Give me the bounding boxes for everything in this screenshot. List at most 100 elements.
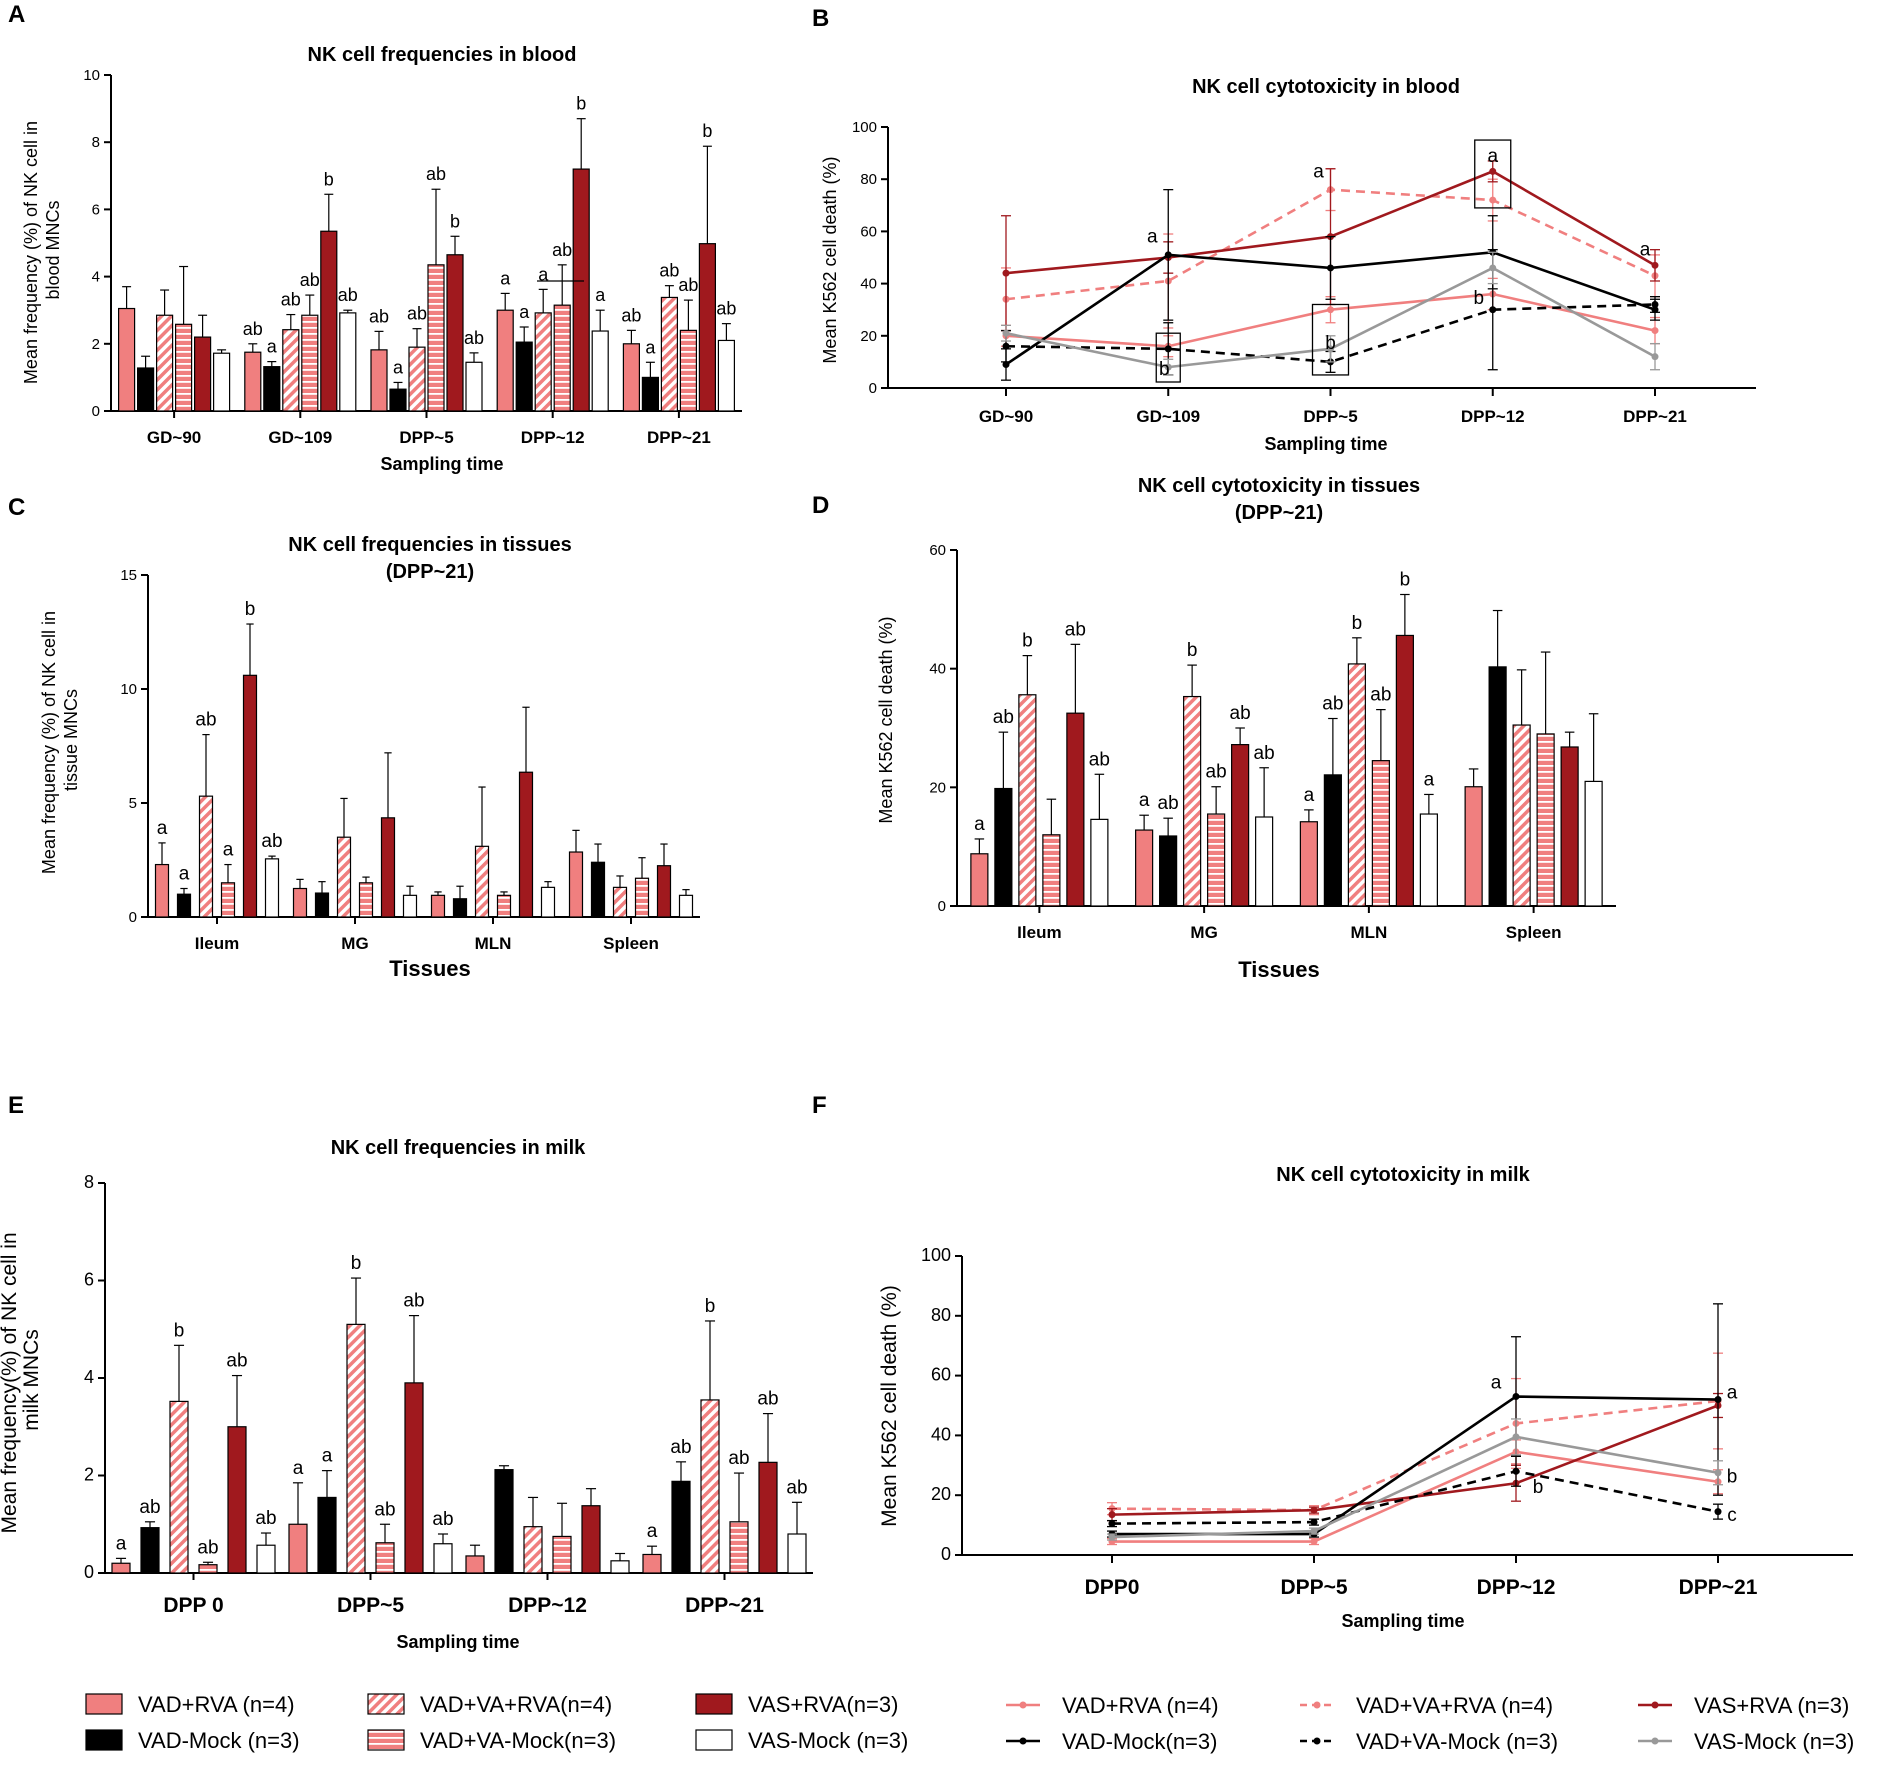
panel-a-bar-vad-mock-gd-109 (263, 366, 281, 412)
panel-c-bar-vas-mock-mln (540, 886, 556, 918)
legend-bar-swatch-vad-mock-n-3 (85, 1729, 123, 1751)
panel-e-bar-vas-mock-dpp-12 (610, 1560, 630, 1574)
panel-a-sig-label-vad-rva-dpp-12: a (500, 268, 511, 288)
panel-e-sig-label-vas-rva-dpp-0: ab (226, 1351, 247, 1372)
panel-a-bar-vad-rva-dpp-5 (370, 349, 388, 412)
panel-c-bar-vad-rva-spleen (568, 851, 584, 918)
panel-d-sig-label-vas-mock-mg: ab (1254, 743, 1275, 764)
panel-d-ylabel: Mean K562 cell death (%) (876, 616, 896, 823)
panel-e-bar-vas-rva-dpp-21 (758, 1461, 778, 1574)
panel-a-sig-label-vad-va-rva-dpp-12: a (538, 264, 549, 284)
panel-a-xlabel: Sampling time (380, 454, 503, 474)
panel-a-sig-label-vad-rva-gd-109: ab (243, 319, 263, 339)
panel-f-title: NK cell cytotoxicity in milk (1276, 1164, 1530, 1186)
panel-e-bar-vad-va-rva-dpp-0 (169, 1400, 189, 1574)
panel-e-sig-label-vad-va-rva-dpp-0: b (174, 1320, 185, 1341)
panel-d-sig-label-vad-rva-ileum: a (974, 814, 985, 835)
panel-d-sig-label-vad-mock-mln: ab (1322, 694, 1343, 715)
panel-a-bar-vad-va-mock-dpp-21 (679, 329, 698, 412)
panel-a-bar-vad-va-rva-dpp-21 (660, 296, 679, 412)
panel-e-sig-label-vad-mock-dpp-0: ab (139, 1497, 160, 1518)
panel-b-point-vas-mock-0 (1002, 329, 1010, 337)
panel-f-chart: NK cell cytotoxicity in milk Sampling ti… (878, 1164, 1853, 1631)
panel-a-bar-vad-va-rva-gd-90 (156, 314, 174, 412)
panel-d-bar-vad-rva-mg (1135, 829, 1154, 907)
panel-e-bar-vad-va-rva-dpp-21 (700, 1399, 720, 1574)
panel-d-bar-vad-va-rva-mg (1183, 695, 1202, 907)
panel-d-sig-label-vas-rva-mg: ab (1230, 703, 1251, 724)
panel-e-ylabel: Mean frequency(%) of NK cell in milk MNC… (0, 1227, 43, 1534)
panel-b-point-vas-rva-0 (1002, 269, 1010, 277)
panel-e-ylabel-text: Mean frequency(%) of NK cell in (0, 1232, 21, 1533)
legend-line-label-vad-rva-n-4: VAD+RVA (n=4) (1062, 1693, 1219, 1718)
panel-a-sig-label-vas-rva-dpp-21: b (702, 121, 712, 141)
panel-e-bar-vad-rva-dpp-0 (111, 1562, 131, 1574)
panel-b-point-vas-mock-3 (1489, 264, 1497, 272)
panel-a-bar-vas-rva-dpp-21 (698, 243, 717, 412)
panel-a-sig-label-vad-mock-dpp-12: a (519, 302, 530, 322)
panel-d-bar-vas-mock-mln (1419, 813, 1438, 907)
panel-c-ytick-label-3: 15 (120, 567, 137, 584)
panel-e-ytick-label-3: 6 (84, 1270, 94, 1290)
panel-a-sig-label-vad-va-rva-gd-109: ab (281, 290, 301, 310)
panel-d-category-label-spleen: Spleen (1506, 923, 1562, 942)
panel-e-sig-label-vad-rva-dpp-0: a (116, 1533, 127, 1554)
panel-d-bar-vas-mock-spleen (1584, 780, 1603, 907)
panel-letter-f: F (812, 1092, 827, 1119)
panel-b-point-vas-mock-2 (1327, 345, 1334, 353)
panel-a-ytick-label-2: 4 (92, 269, 100, 286)
panel-e-bar-vas-rva-dpp-0 (227, 1426, 247, 1574)
panel-b-annotation-2: a (1313, 162, 1324, 183)
panel-b-point-vad-rva-2 (1327, 306, 1334, 314)
panel-d-sig-label-vad-rva-mln: a (1304, 785, 1315, 806)
panel-d-bar-vad-va-mock-mg (1207, 813, 1226, 907)
panel-d-bar-vad-va-rva-mln (1347, 663, 1366, 907)
panel-letter-e: E (8, 1092, 24, 1119)
panel-d-sig-label-vas-rva-ileum: ab (1065, 619, 1086, 640)
legend-bar-label-vad-va-mock-n-3: VAD+VA-Mock(n=3) (420, 1728, 616, 1753)
panel-e-bar-vad-mock-dpp-21 (671, 1480, 691, 1574)
panel-f-point-vad-va-mock-0 (1108, 1520, 1116, 1528)
panel-c-ylabel: Mean frequency (%) of NK cell in tissue … (39, 606, 81, 874)
panel-d-bar-vas-mock-mg (1255, 816, 1274, 907)
panel-f-category-label-dpp-21: DPP~21 (1679, 1576, 1758, 1599)
panel-d-bar-vas-rva-ileum (1066, 712, 1085, 907)
panel-e-sig-label-vad-va-mock-dpp-5: ab (374, 1499, 395, 1520)
panel-a-bar-vas-mock-dpp-21 (717, 339, 736, 412)
panel-e-ytick-label-2: 4 (84, 1367, 94, 1387)
panel-e-sig-label-vad-va-rva-dpp-21: b (705, 1296, 716, 1317)
panel-a-bar-vad-va-rva-dpp-5 (408, 346, 426, 412)
panel-c-bar-vas-rva-ileum (242, 674, 258, 918)
panel-e-ylabel-text-line2: milk MNCs (20, 1329, 43, 1430)
panel-c-bar-vad-mock-ileum (176, 893, 192, 918)
panel-d-sig-label-vas-rva-mln: b (1400, 570, 1411, 591)
panel-f-ylabel: Mean K562 cell death (%) (878, 1285, 901, 1527)
panel-d-bar-vad-rva-ileum (970, 853, 989, 907)
panel-f-category-label-dpp-12: DPP~12 (1477, 1576, 1556, 1599)
panel-c-bar-vad-va-rva-spleen (612, 886, 628, 918)
panel-a-category-label-dpp-12: DPP~12 (521, 428, 585, 447)
panel-e-category-label-dpp-0: DPP 0 (163, 1594, 223, 1617)
panel-f-ytick-label-1: 20 (931, 1484, 951, 1504)
panel-e-sig-label-vas-mock-dpp-5: ab (432, 1509, 453, 1530)
panel-a-bar-vad-rva-dpp-21 (622, 343, 641, 412)
panel-d-ytick-label-0: 0 (938, 898, 946, 915)
panel-a-bar-vad-mock-dpp-5 (389, 388, 407, 412)
panel-a-title: NK cell frequencies in blood (308, 44, 577, 66)
panel-d-bar-vad-va-mock-spleen (1536, 733, 1555, 907)
legend-line-label-vad-va-mock-n-3: VAD+VA-Mock (n=3) (1356, 1729, 1558, 1754)
panel-d-category-label-mln: MLN (1350, 923, 1387, 942)
panel-a-bar-vas-mock-dpp-5 (465, 361, 483, 412)
panel-e-bar-vad-va-mock-dpp-5 (375, 1542, 395, 1574)
panel-a-sig-label-vad-va-rva-dpp-21: ab (659, 261, 679, 281)
panel-f-ytick-label-5: 100 (921, 1245, 951, 1265)
panel-a-bar-vad-mock-gd-90 (137, 367, 155, 412)
panel-a-sig-label-vad-mock-gd-109: a (267, 337, 278, 357)
legend-bar-label-vad-mock-n-3: VAD-Mock (n=3) (138, 1728, 300, 1753)
panel-c-category-label-mg: MG (341, 934, 368, 953)
legend-line-marker-vad-va-rva-n-4 (1313, 1701, 1321, 1709)
panel-a-ytick-label-5: 10 (83, 67, 100, 84)
panel-c-sig-label-vad-mock-ileum: a (179, 864, 190, 885)
panel-c-category-label-spleen: Spleen (603, 934, 659, 953)
